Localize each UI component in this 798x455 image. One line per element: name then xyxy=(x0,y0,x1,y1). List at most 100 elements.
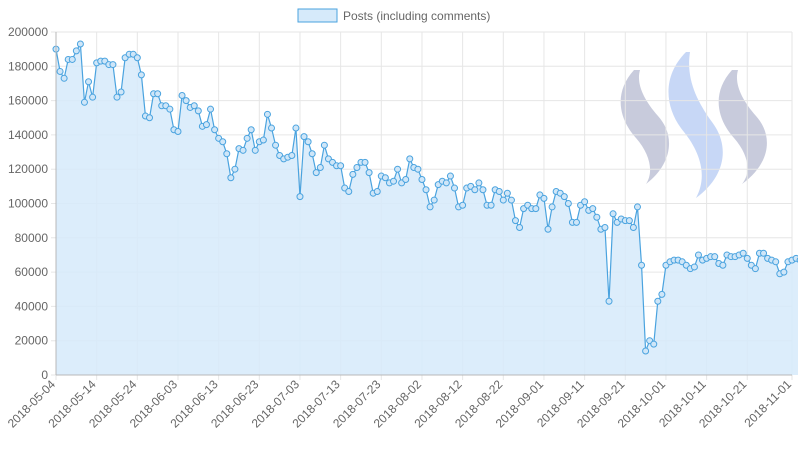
data-point xyxy=(89,93,97,101)
data-point xyxy=(272,141,280,149)
data-point xyxy=(304,138,312,146)
data-point xyxy=(426,203,434,211)
data-point xyxy=(219,138,227,146)
data-point xyxy=(365,169,373,177)
data-point xyxy=(772,258,780,266)
data-point xyxy=(406,155,414,163)
data-point xyxy=(414,165,422,173)
data-point xyxy=(593,213,601,221)
data-point xyxy=(479,186,487,194)
data-point xyxy=(56,67,64,75)
data-point xyxy=(629,224,637,232)
data-point xyxy=(247,126,255,134)
y-tick-label: 80000 xyxy=(15,231,49,245)
data-point xyxy=(459,201,467,209)
data-point xyxy=(654,297,662,305)
data-point xyxy=(402,175,410,183)
data-point xyxy=(345,187,353,195)
data-point xyxy=(638,261,646,269)
data-point xyxy=(422,186,430,194)
data-point xyxy=(178,91,186,99)
y-tick-label: 160000 xyxy=(8,94,48,108)
data-point xyxy=(601,224,609,232)
data-point xyxy=(263,110,271,118)
data-point xyxy=(511,217,519,225)
data-point xyxy=(349,170,357,178)
data-point xyxy=(658,290,666,298)
data-point xyxy=(137,71,145,79)
y-tick-label: 120000 xyxy=(8,162,48,176)
steem-logo-icon xyxy=(620,52,767,198)
legend[interactable]: Posts (including comments) xyxy=(297,8,490,23)
data-point xyxy=(166,105,174,113)
data-point xyxy=(109,61,117,69)
data-point xyxy=(532,205,540,213)
data-point xyxy=(251,146,259,154)
data-point xyxy=(394,165,402,173)
data-point xyxy=(711,253,719,261)
y-tick-label: 20000 xyxy=(15,334,49,348)
data-point xyxy=(650,340,658,348)
data-point xyxy=(174,127,182,135)
data-point xyxy=(259,136,267,144)
data-point xyxy=(544,225,552,233)
data-point xyxy=(503,189,511,197)
data-point xyxy=(300,133,308,141)
data-point xyxy=(312,169,320,177)
data-point xyxy=(296,193,304,201)
data-point xyxy=(548,203,556,211)
data-point xyxy=(190,102,198,110)
y-tick-label: 40000 xyxy=(15,299,49,313)
legend-label[interactable]: Posts (including comments) xyxy=(343,9,490,23)
y-tick-label: 60000 xyxy=(15,265,49,279)
data-point xyxy=(609,210,617,218)
data-point xyxy=(85,78,93,86)
data-point xyxy=(207,105,215,113)
data-point xyxy=(572,218,580,226)
data-point xyxy=(361,158,369,166)
data-point xyxy=(540,194,548,202)
data-point xyxy=(516,224,524,232)
data-point xyxy=(390,177,397,185)
data-point xyxy=(739,249,747,257)
data-point xyxy=(625,217,633,225)
y-tick-label: 0 xyxy=(41,368,48,382)
data-point xyxy=(605,297,613,305)
data-point xyxy=(182,97,190,105)
data-point xyxy=(243,134,251,142)
data-point xyxy=(268,124,276,132)
data-point xyxy=(633,203,641,211)
plot-area xyxy=(52,40,798,375)
data-point xyxy=(451,184,458,192)
data-point xyxy=(239,146,247,154)
data-point xyxy=(487,201,495,209)
data-point xyxy=(589,205,597,213)
data-point xyxy=(743,254,751,262)
data-point xyxy=(154,90,162,98)
data-point xyxy=(113,93,121,101)
data-point xyxy=(780,268,788,276)
data-point xyxy=(690,263,698,271)
data-point xyxy=(308,150,316,158)
data-point xyxy=(68,55,76,63)
data-point xyxy=(719,261,727,269)
data-point xyxy=(694,251,702,259)
data-point xyxy=(353,163,361,171)
data-point xyxy=(72,47,80,55)
data-point xyxy=(231,165,239,173)
data-point xyxy=(288,151,296,159)
data-point xyxy=(211,126,219,134)
data-point xyxy=(373,187,381,195)
data-point xyxy=(471,186,479,194)
data-point xyxy=(146,114,154,122)
data-point xyxy=(751,265,759,273)
data-point xyxy=(430,196,438,204)
legend-swatch[interactable] xyxy=(297,8,338,23)
data-point xyxy=(117,88,125,96)
data-point xyxy=(194,107,202,115)
data-point xyxy=(418,175,426,183)
data-point xyxy=(80,98,88,106)
data-point xyxy=(442,179,450,187)
